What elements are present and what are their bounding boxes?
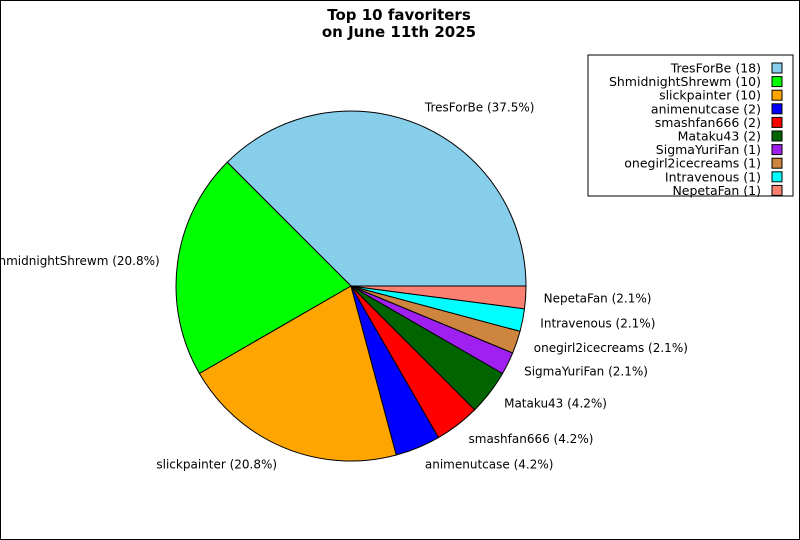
slice-label-onegirl2icecreams: onegirl2icecreams (2.1%) (534, 341, 688, 355)
legend-swatch-onegirl2icecreams (771, 157, 783, 169)
pie-slice-tresforbe (226, 110, 527, 287)
slice-label-mataku43: Mataku43 (4.2%) (504, 397, 607, 411)
legend: TresForBe (18)ShmidnightShrewm (10)slick… (587, 54, 794, 198)
chart-title-line-1: Top 10 favoriters (327, 6, 471, 24)
slice-label-intravenous: Intravenous (2.1%) (540, 317, 655, 331)
slice-label-animenutcase: animenutcase (4.2%) (425, 457, 554, 471)
slice-label-smashfan666: smashfan666 (4.2%) (469, 432, 594, 446)
legend-label-tresforbe: TresForBe (18) (670, 61, 761, 76)
legend-label-mataku43: Mataku43 (2) (678, 129, 761, 144)
pie-slice-slickpainter (198, 285, 397, 462)
pie-slice-nepetafan (350, 285, 527, 310)
legend-swatch-nepetafan (771, 184, 783, 196)
legend-swatch-tresforbe (771, 62, 783, 74)
pie-labels: TresForBe (37.5%) ShmidnightShrewm (20.8%… (1, 101, 688, 472)
chart-title-line-2: on June 11th 2025 (322, 23, 476, 41)
legend-label-slickpainter: slickpainter (10) (659, 88, 761, 103)
legend-label-onegirl2icecreams: onegirl2icecreams (1) (624, 156, 761, 171)
slice-label-slickpainter: slickpainter (20.8%) (156, 457, 277, 471)
slice-label-sigmayurifan: SigmaYuriFan (2.1%) (524, 364, 648, 378)
legend-swatch-sigmayurifan (771, 144, 783, 156)
legend-swatch-smashfan666 (771, 116, 783, 128)
legend-label-smashfan666: smashfan666 (2) (655, 115, 761, 130)
slice-label-shmidnightshrewm: ShmidnightShrewm (20.8%) (1, 254, 160, 268)
legend-label-nepetafan: NepetaFan (1) (672, 183, 761, 198)
legend-swatch-slickpainter (771, 89, 783, 101)
legend-swatch-shmidnightshrewm (771, 76, 783, 88)
slice-label-tresforbe: TresForBe (37.5%) (424, 101, 535, 115)
legend-swatch-mataku43 (771, 130, 783, 142)
pie-slices (175, 110, 527, 462)
legend-swatch-animenutcase (771, 103, 783, 115)
legend-label-shmidnightshrewm: ShmidnightShrewm (10) (609, 74, 761, 89)
legend-swatch-intravenous (771, 171, 783, 183)
legend-label-intravenous: Intravenous (1) (665, 169, 761, 184)
legend-label-animenutcase: animenutcase (2) (651, 101, 761, 116)
pie-slice-shmidnightshrewm (175, 161, 352, 375)
legend-label-sigmayurifan: SigmaYuriFan (1) (656, 142, 761, 157)
slice-label-nepetafan: NepetaFan (2.1%) (544, 292, 652, 306)
legend-box (587, 54, 794, 197)
